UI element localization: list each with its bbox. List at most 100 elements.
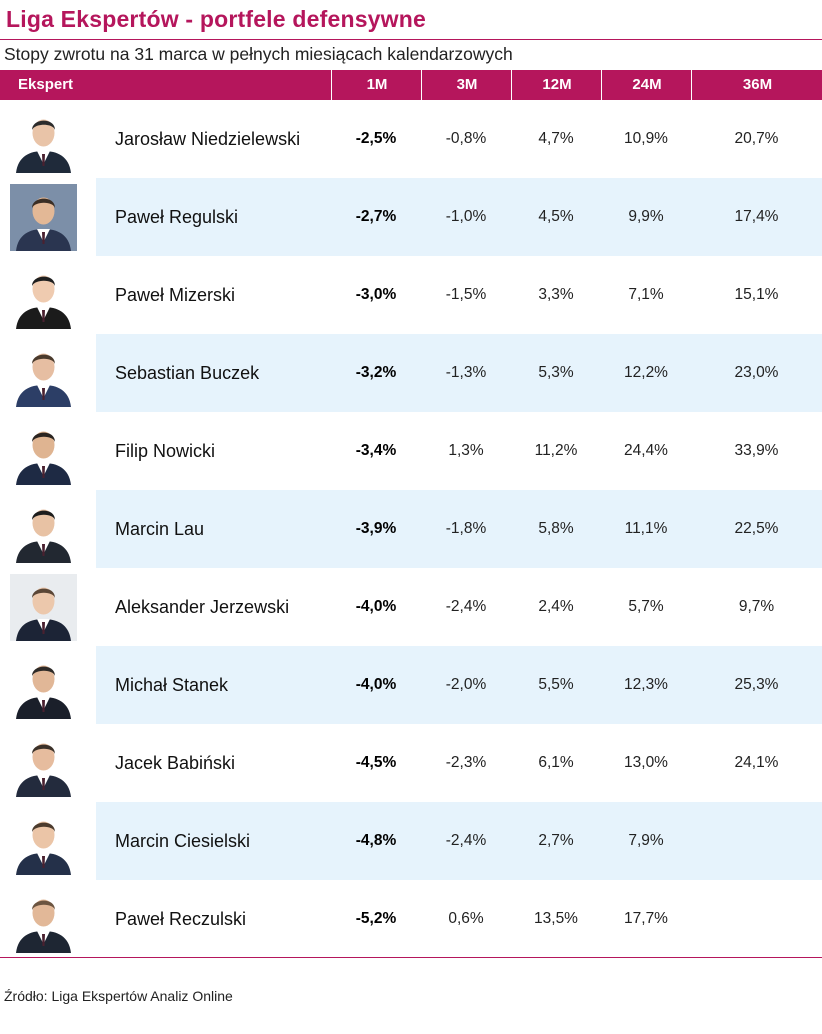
portrait-icon bbox=[10, 886, 77, 953]
return-12m-cell: 5,3% bbox=[538, 364, 574, 381]
return-12m-cell: 5,5% bbox=[538, 676, 574, 693]
return-36m-cell: 15,1% bbox=[734, 286, 779, 303]
return-1m-cell: -5,2% bbox=[355, 910, 397, 927]
table-row: Jarosław Niedzielewski -2,5% -0,8% 4,7% 10,9… bbox=[0, 100, 822, 178]
return-24m-cell: 7,1% bbox=[628, 286, 664, 303]
return-24m-cell: 12,2% bbox=[624, 364, 668, 381]
portrait-icon bbox=[10, 418, 77, 485]
return-3m-cell: -1,0% bbox=[445, 208, 487, 225]
row-background bbox=[96, 178, 822, 256]
source-note: Źródło: Liga Ekspertów Analiz Online bbox=[4, 988, 233, 1004]
table-row: Marcin Lau -3,9% -1,8% 5,8% 11,1% 22,5% bbox=[0, 490, 822, 568]
table-row: Filip Nowicki -3,4% 1,3% 11,2% 24,4% 33,9% bbox=[0, 412, 822, 490]
return-36m-cell: 25,3% bbox=[734, 676, 779, 693]
return-1m-cell: -3,0% bbox=[355, 286, 397, 303]
return-12m-cell: 11,2% bbox=[534, 442, 578, 459]
return-3m-cell: 0,6% bbox=[448, 910, 484, 927]
expert-name: Filip Nowicki bbox=[115, 441, 216, 461]
expert-name: Jacek Babiński bbox=[115, 753, 236, 773]
expert-name: Marcin Ciesielski bbox=[115, 831, 251, 851]
return-3m-cell: -2,4% bbox=[445, 598, 487, 615]
return-12m-cell: 4,7% bbox=[538, 130, 574, 147]
row-background bbox=[96, 334, 822, 412]
return-36m-cell: 23,0% bbox=[734, 364, 779, 381]
table-body: Jarosław Niedzielewski -2,5% -0,8% 4,7% 10,9… bbox=[0, 100, 822, 958]
table-row: Aleksander Jerzewski -4,0% -2,4% 2,4% 5,7% 9,… bbox=[0, 568, 822, 646]
return-24m-cell: 17,7% bbox=[624, 910, 668, 927]
portrait-icon bbox=[10, 730, 77, 797]
table-header: Ekspert 1M 3M 12M 24M 36M bbox=[0, 70, 822, 100]
return-24m-cell: 12,3% bbox=[624, 676, 668, 693]
return-3m-cell: -2,4% bbox=[445, 832, 487, 849]
title-divider bbox=[0, 39, 822, 40]
table-row: Jacek Babiński -4,5% -2,3% 6,1% 13,0% 24,1% bbox=[0, 724, 822, 802]
return-3m-cell: -1,8% bbox=[445, 520, 487, 537]
return-24m-cell: 9,9% bbox=[628, 208, 664, 225]
return-36m-cell: 33,9% bbox=[734, 442, 779, 459]
table-bottom-divider bbox=[0, 957, 822, 958]
return-12m-cell: 2,7% bbox=[538, 832, 574, 849]
column-header-24m: 24M bbox=[601, 70, 692, 100]
return-12m-cell: 3,3% bbox=[538, 286, 574, 303]
page-title: Liga Ekspertów - portfele defensywne bbox=[6, 6, 427, 32]
return-1m-cell: -2,5% bbox=[355, 130, 397, 147]
portrait-icon bbox=[10, 808, 77, 875]
table-row: Paweł Mizerski -3,0% -1,5% 3,3% 7,1% 15,1% bbox=[0, 256, 822, 334]
expert-name: Marcin Lau bbox=[115, 519, 205, 539]
return-1m-cell: -3,4% bbox=[355, 442, 397, 459]
portrait-icon bbox=[10, 262, 77, 329]
portrait-icon bbox=[10, 496, 77, 563]
expert-name: Paweł Reczulski bbox=[115, 909, 247, 929]
return-1m-cell: -4,0% bbox=[355, 676, 397, 693]
page-subtitle: Stopy zwrotu na 31 marca w pełnych miesi… bbox=[4, 44, 513, 64]
return-36m-cell bbox=[691, 802, 822, 880]
return-36m-cell: 24,1% bbox=[734, 754, 779, 771]
return-1m-cell: -3,2% bbox=[355, 364, 397, 381]
return-12m-cell: 5,8% bbox=[538, 520, 574, 537]
return-36m-cell: 17,4% bbox=[734, 208, 779, 225]
table-row: Sebastian Buczek -3,2% -1,3% 5,3% 12,2% 23,0% bbox=[0, 334, 822, 412]
return-36m-cell bbox=[691, 880, 822, 958]
column-header-36m: 36M bbox=[691, 70, 822, 100]
row-background bbox=[96, 802, 822, 880]
return-12m-cell: 13,5% bbox=[534, 910, 578, 927]
portrait-icon bbox=[10, 340, 77, 407]
return-36m-cell: 22,5% bbox=[734, 520, 779, 537]
return-24m-cell: 10,9% bbox=[624, 130, 668, 147]
return-3m-cell: -2,3% bbox=[445, 754, 487, 771]
table-row: Paweł Reczulski -5,2% 0,6% 13,5% 17,7% bbox=[0, 880, 822, 958]
column-header-expert: Ekspert bbox=[18, 76, 74, 93]
return-12m-cell: 2,4% bbox=[538, 598, 574, 615]
return-1m-cell: -4,8% bbox=[355, 832, 397, 849]
row-background bbox=[96, 490, 822, 568]
expert-name: Michał Stanek bbox=[115, 675, 229, 695]
expert-name: Jarosław Niedzielewski bbox=[115, 129, 301, 149]
return-1m-cell: -4,0% bbox=[355, 598, 397, 615]
table-row: Michał Stanek -4,0% -2,0% 5,5% 12,3% 25,3% bbox=[0, 646, 822, 724]
column-header-3m: 3M bbox=[421, 70, 512, 100]
return-1m-cell: -2,7% bbox=[355, 208, 397, 225]
return-24m-cell: 7,9% bbox=[628, 832, 664, 849]
return-3m-cell: -0,8% bbox=[445, 130, 487, 147]
expert-name: Aleksander Jerzewski bbox=[115, 597, 290, 617]
portrait-icon bbox=[10, 652, 77, 719]
return-3m-cell: -1,3% bbox=[445, 364, 487, 381]
return-24m-cell: 5,7% bbox=[628, 598, 664, 615]
portrait-icon bbox=[10, 184, 77, 251]
return-3m-cell: -1,5% bbox=[445, 286, 487, 303]
return-12m-cell: 6,1% bbox=[538, 754, 574, 771]
table-row: Marcin Ciesielski -4,8% -2,4% 2,7% 7,9% bbox=[0, 802, 822, 880]
expert-name: Paweł Regulski bbox=[115, 207, 239, 227]
return-3m-cell: -2,0% bbox=[445, 676, 487, 693]
row-background bbox=[96, 646, 822, 724]
return-12m-cell: 4,5% bbox=[538, 208, 574, 225]
return-24m-cell: 13,0% bbox=[624, 754, 668, 771]
expert-name: Paweł Mizerski bbox=[115, 285, 236, 305]
return-3m-cell: 1,3% bbox=[448, 442, 484, 459]
column-header-1m: 1M bbox=[331, 70, 422, 100]
portrait-icon bbox=[10, 574, 77, 641]
portrait-icon bbox=[10, 106, 77, 173]
return-1m-cell: -3,9% bbox=[355, 520, 397, 537]
return-24m-cell: 11,1% bbox=[624, 520, 668, 537]
return-36m-cell: 20,7% bbox=[734, 130, 779, 147]
